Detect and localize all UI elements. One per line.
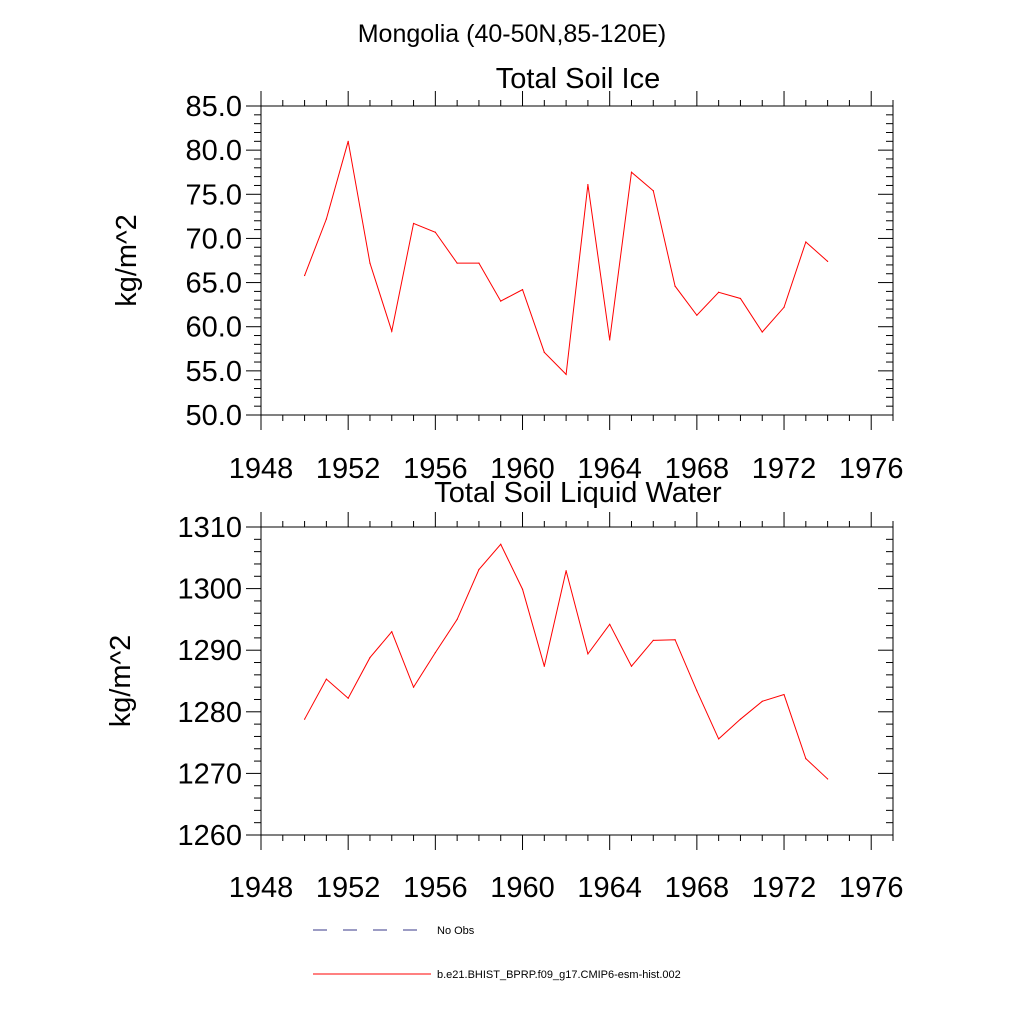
plot-frame	[260, 526, 894, 836]
data-point	[587, 183, 589, 186]
x-tick-label: 1964	[577, 872, 642, 904]
y-tick-label: 70.0	[186, 223, 242, 255]
y-tick-label: 80.0	[186, 135, 242, 167]
y-tick-label: 65.0	[186, 268, 242, 300]
data-point	[739, 297, 742, 300]
data-point	[805, 241, 807, 243]
data-point	[434, 231, 436, 233]
data-point	[739, 718, 742, 720]
x-tick-label: 1964	[577, 453, 642, 485]
data-point	[369, 262, 371, 264]
legend-label-no-obs: No Obs	[437, 925, 475, 937]
x-tick-label: 1972	[752, 872, 817, 904]
y-tick-label: 85.0	[186, 91, 242, 123]
data-point	[412, 686, 415, 688]
data-point	[456, 618, 458, 621]
data-point	[696, 690, 698, 692]
panel-total-soil-liquid-water: Total Soil Liquid Water kg/m^2 1948 1952 195…	[105, 477, 903, 904]
data-point	[412, 222, 415, 225]
x-tick-label: 1948	[229, 872, 294, 904]
x-tick-label: 1956	[403, 872, 468, 904]
y-tick-label: 50.0	[186, 400, 242, 432]
data-point	[718, 291, 720, 293]
data-point	[630, 665, 633, 667]
x-tick-label: 1960	[490, 872, 555, 904]
data-point	[783, 693, 785, 696]
y-tick-label: 1310	[177, 512, 242, 544]
series-line-ice	[304, 141, 828, 376]
y-tick-label: 1270	[177, 758, 242, 790]
data-point	[761, 700, 763, 702]
x-tick-label: 1952	[316, 872, 381, 904]
data-point	[565, 570, 567, 572]
x-tick-label: 1968	[665, 872, 730, 904]
y-tick-label: 1260	[177, 820, 242, 852]
data-point	[827, 260, 829, 262]
x-tick-label: 1956	[403, 453, 468, 485]
data-point	[783, 306, 785, 308]
data-point	[827, 778, 829, 780]
data-point	[805, 758, 807, 760]
data-point	[478, 262, 480, 264]
data-point	[500, 543, 502, 545]
data-point	[325, 218, 327, 220]
data-point	[500, 300, 502, 302]
data-point	[565, 373, 567, 375]
y-tick-label: 75.0	[186, 179, 242, 211]
y-tick-label: 55.0	[186, 356, 242, 388]
panel-title: Total Soil Liquid Water	[434, 477, 722, 509]
data-point	[609, 623, 611, 625]
data-point	[434, 652, 436, 654]
y-axis-label: kg/m^2	[105, 635, 137, 728]
data-point	[303, 718, 306, 720]
legend: No Obs b.e21.BHIST_BPRP.f09_g17.CMIP6-es…	[313, 925, 681, 981]
data-point	[521, 588, 524, 590]
data-point	[609, 339, 611, 341]
plot-frame	[260, 105, 894, 416]
data-point	[478, 568, 480, 571]
data-point	[696, 314, 698, 316]
data-point	[325, 678, 327, 680]
y-axis-label: kg/m^2	[111, 214, 143, 307]
data-point	[587, 653, 589, 655]
data-point	[718, 738, 720, 740]
series-line-water	[304, 543, 828, 780]
data-point	[347, 140, 349, 142]
x-tick-label: 1976	[839, 453, 904, 485]
panel-total-soil-ice: Total Soil Ice kg/m^2 1948 1952 1956 1960 1964…	[111, 63, 903, 485]
data-point	[391, 330, 393, 332]
data-point	[521, 289, 524, 291]
y-tick-label: 1300	[177, 574, 242, 606]
x-tick-label: 1976	[839, 872, 904, 904]
x-tick-label: 1952	[316, 453, 381, 485]
data-point	[652, 639, 654, 641]
x-tick-label: 1972	[752, 453, 817, 485]
data-point	[391, 631, 393, 633]
data-point	[674, 639, 676, 641]
panel-title: Total Soil Ice	[496, 63, 660, 95]
data-point	[347, 697, 349, 699]
x-tick-label: 1968	[665, 453, 730, 485]
data-point	[674, 285, 676, 287]
data-point	[761, 331, 763, 333]
y-tick-label: 1280	[177, 697, 242, 729]
y-tick-label: 60.0	[186, 312, 242, 344]
data-point	[630, 171, 633, 173]
x-tick-label: 1948	[229, 453, 294, 485]
data-point	[369, 656, 371, 659]
data-point	[543, 351, 545, 353]
figure-suptitle: Mongolia (40-50N,85-120E)	[358, 20, 667, 48]
x-tick-label: 1960	[490, 453, 555, 485]
data-point	[303, 274, 306, 277]
data-point	[456, 262, 458, 264]
data-point	[652, 190, 654, 192]
legend-label-model-run: b.e21.BHIST_BPRP.f09_g17.CMIP6-esm-hist.…	[437, 969, 681, 981]
y-tick-label: 1290	[177, 635, 242, 667]
data-point	[543, 665, 545, 667]
